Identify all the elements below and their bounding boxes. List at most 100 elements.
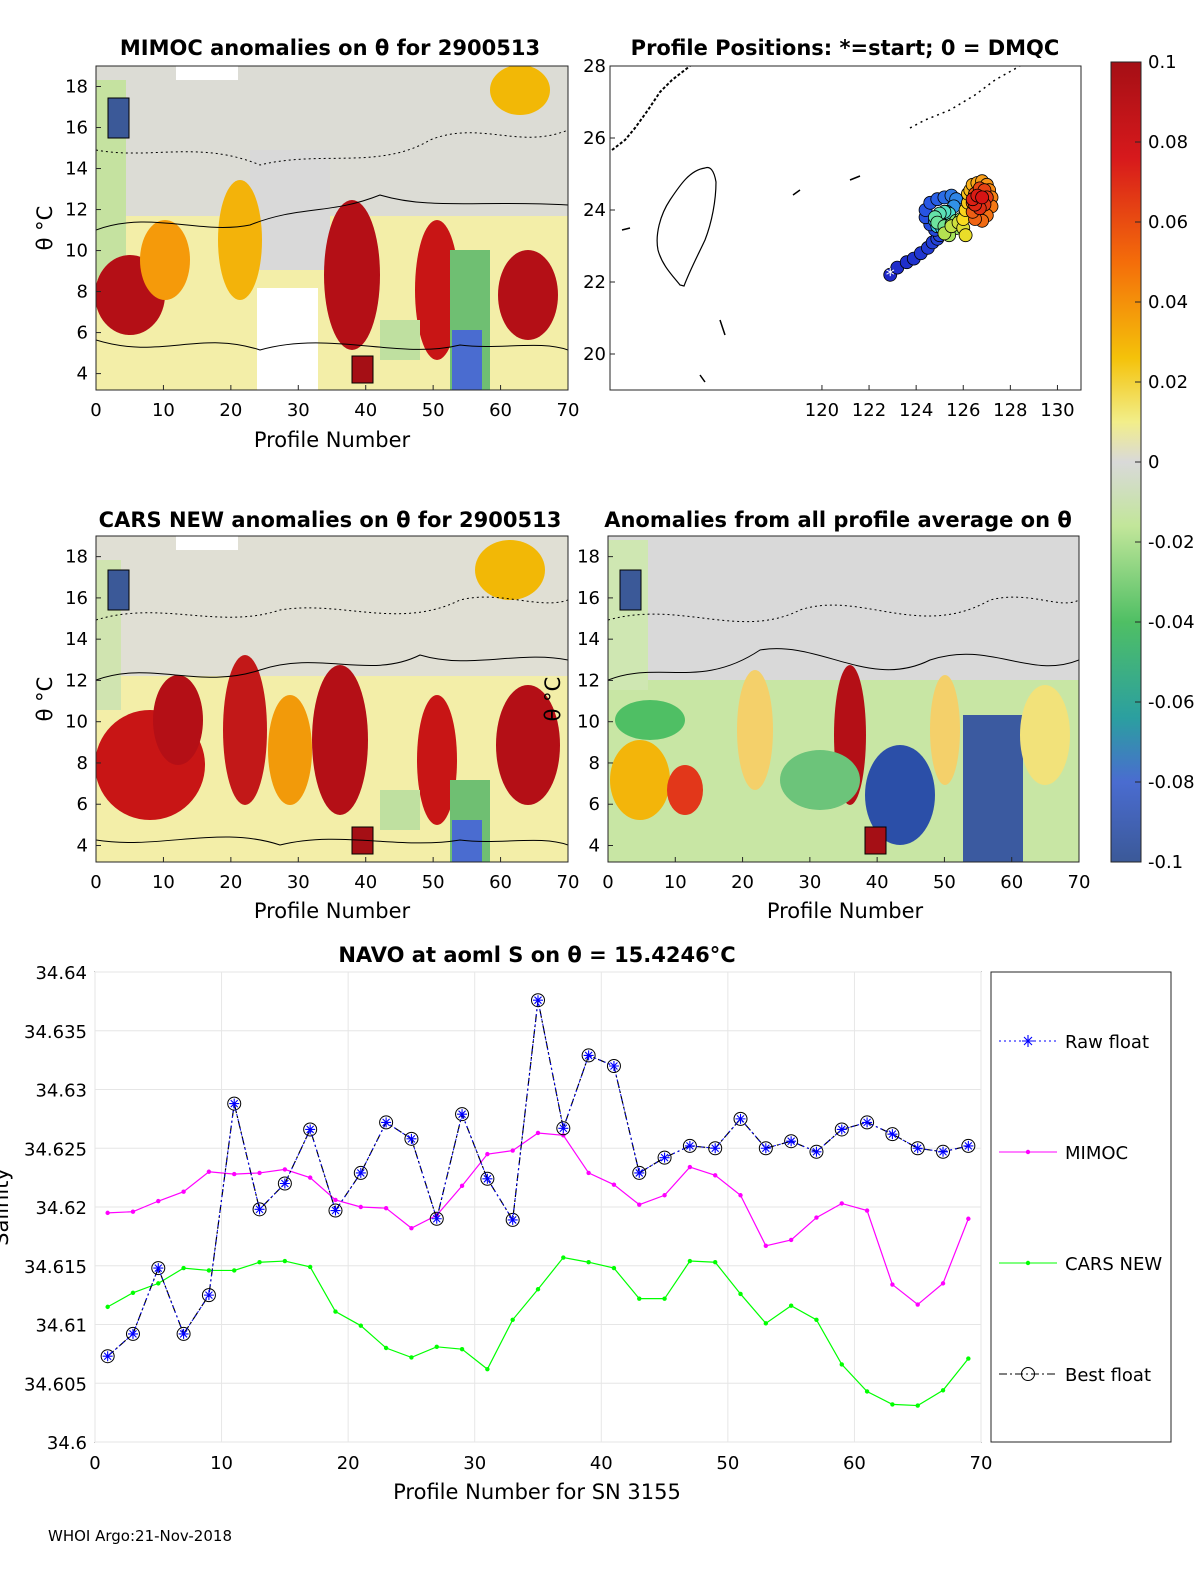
raw-float-point [963, 1140, 974, 1151]
raw-float-point [153, 1263, 164, 1274]
mimoc-point [383, 1205, 389, 1211]
raw-float-point [912, 1143, 923, 1154]
cars-new-point [788, 1303, 794, 1308]
x-tick-label: 60 [1000, 872, 1023, 893]
cars-new-point [839, 1362, 844, 1367]
allavg-ticks: 0 10 20 30 40 50 60 70 4 6 8 10 12 14 16 18 [577, 547, 1090, 893]
raw-float-point [938, 1146, 949, 1157]
raw-float-point [887, 1129, 898, 1140]
x-tick-label: 10 [664, 872, 687, 893]
x-tick-label: 130 [1040, 400, 1074, 421]
cars-new-point [763, 1321, 769, 1326]
best-float-point [151, 1261, 166, 1276]
cars-new-point [257, 1260, 262, 1265]
cars-new-point [687, 1258, 693, 1264]
x-tick-label: 30 [287, 400, 310, 421]
x-tick-label: 30 [287, 872, 310, 893]
salinity-xlabel: Profile Number for SN 3155 [393, 1480, 681, 1504]
x-tick-label: 30 [798, 872, 821, 893]
mimoc-point [890, 1282, 895, 1287]
best-float-point [455, 1107, 470, 1122]
track-point [958, 228, 973, 243]
y-tick-label: 16 [65, 588, 88, 609]
cars-new-point [333, 1309, 338, 1314]
legend-marker-mimoc [1025, 1149, 1031, 1155]
mimoc-xlabel: Profile Number [254, 428, 411, 452]
best-float-point [860, 1115, 875, 1130]
x-tick-label: 20 [731, 872, 754, 893]
cars-new-point [409, 1355, 414, 1360]
cars-axes-box [95, 535, 569, 863]
cars-new-point [561, 1255, 566, 1260]
y-tick-label: 14 [577, 629, 600, 650]
legend-label-best-float: Best float [1065, 1365, 1151, 1386]
y-tick-label: 12 [65, 200, 88, 221]
x-tick-label: 0 [90, 872, 101, 893]
best-float-point [252, 1202, 267, 1217]
best-float-point [657, 1150, 672, 1165]
best-float-point [531, 993, 545, 1008]
colorbar-tick-label: -0.1 [1148, 852, 1183, 873]
legend-marker-best-float [1021, 1367, 1035, 1381]
raw-float-point [305, 1124, 316, 1135]
raw-float-point [355, 1167, 366, 1178]
mimoc-point [687, 1164, 693, 1170]
cars-new-point [181, 1265, 186, 1271]
raw-float-point [836, 1124, 847, 1135]
salinity-legend-box [990, 971, 1172, 1443]
x-tick-label: 50 [422, 400, 445, 421]
cars-new-point [586, 1260, 591, 1265]
positions-map: * [610, 66, 1081, 390]
salinity-legend: Raw float MIMOC CARS NEW Best float [999, 1032, 1162, 1386]
raw-float-point [634, 1167, 645, 1178]
raw-float-point [659, 1152, 670, 1163]
raw-float-point [254, 1204, 265, 1215]
y-tick-label: 10 [577, 712, 600, 733]
y-tick-label: 14 [65, 629, 88, 650]
mimoc-heatmap [96, 66, 568, 390]
y-tick-label: 34.6 [47, 1433, 87, 1454]
positions-title: Profile Positions: *=start; 0 = DMQC [631, 36, 1060, 60]
mimoc-point [232, 1171, 237, 1177]
cars-new-point [232, 1268, 237, 1273]
cars-new-point [814, 1317, 819, 1323]
cars-ylabel: θ °C [33, 677, 57, 722]
raw-float-point [760, 1143, 771, 1154]
colorbar-tick-label: -0.06 [1148, 692, 1195, 713]
mimoc-point [839, 1201, 844, 1206]
x-tick-label: 126 [946, 400, 980, 421]
cars-new-point [864, 1389, 870, 1394]
mimoc-point [940, 1281, 946, 1286]
mimoc-point [763, 1243, 769, 1248]
x-tick-label: 40 [590, 1453, 613, 1474]
raw-float-point [330, 1205, 341, 1216]
cars-heatmap [96, 536, 568, 862]
y-tick-label: 34.61 [35, 1316, 87, 1337]
cars-new-point [282, 1258, 288, 1264]
best-float-point [176, 1326, 191, 1341]
raw-float-point [127, 1328, 138, 1339]
x-tick-label: 122 [852, 400, 886, 421]
positions-ticks: 120 122 124 126 128 130 20 22 24 26 28 [583, 56, 1075, 421]
y-tick-label: 34.62 [35, 1198, 87, 1219]
best-float-point [404, 1131, 419, 1146]
best-float-point [708, 1141, 723, 1156]
mimoc-point [130, 1209, 136, 1214]
y-tick-label: 34.605 [24, 1374, 87, 1395]
mimoc-point [561, 1133, 566, 1138]
x-tick-label: 40 [866, 872, 889, 893]
footer-stamp: WHOI Argo:21-Nov-2018 [48, 1527, 232, 1545]
y-tick-label: 8 [77, 282, 88, 303]
mimoc-point [864, 1208, 870, 1213]
mimoc-point [586, 1170, 591, 1176]
best-float-point [910, 1141, 925, 1156]
colorbar-tick-label: 0 [1148, 452, 1159, 473]
track-point [975, 190, 989, 205]
y-tick-label: 34.615 [24, 1257, 87, 1278]
best-float-point [429, 1211, 444, 1226]
x-tick-label: 10 [152, 872, 175, 893]
allavg-panel: Anomalies from all profile average on θ … [541, 508, 1090, 923]
y-tick-label: 24 [583, 200, 606, 221]
positions-axes-box [609, 65, 1082, 391]
raw-float-point [684, 1140, 695, 1151]
